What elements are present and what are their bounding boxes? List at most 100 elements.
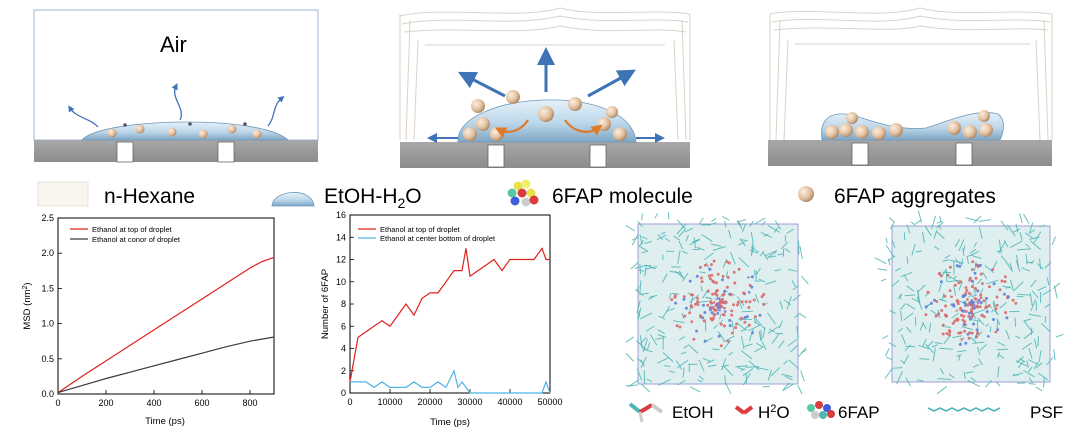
solvent-atom bbox=[704, 331, 708, 335]
psf-chain-segment bbox=[698, 375, 705, 381]
solvent-atom bbox=[970, 310, 974, 313]
psf-chain-segment bbox=[700, 284, 703, 292]
psf-chain-segment bbox=[941, 269, 947, 277]
psf-chain-segment bbox=[977, 317, 985, 326]
psf-chain-segment bbox=[984, 265, 995, 274]
psf-chain-segment bbox=[625, 225, 636, 232]
solvent-atom bbox=[761, 306, 765, 310]
psf-chain-segment bbox=[1006, 224, 1016, 237]
solvent-atom bbox=[965, 279, 968, 283]
solvent-atom bbox=[729, 293, 733, 297]
psf-chain-segment bbox=[779, 300, 784, 310]
solvent-atom bbox=[763, 299, 767, 303]
psf-chain-segment bbox=[1046, 356, 1054, 366]
solvent-atom bbox=[946, 273, 950, 277]
psf-chain-segment bbox=[892, 240, 896, 248]
solvent-atom bbox=[721, 293, 725, 297]
psf-chain-segment bbox=[895, 267, 901, 272]
solvent-atom bbox=[712, 259, 716, 263]
solvent-atom bbox=[982, 315, 986, 319]
solvent-atom bbox=[967, 314, 971, 318]
psf-chain-segment bbox=[762, 385, 770, 388]
count-xtick-label: 30000 bbox=[457, 397, 482, 407]
solvent-atom bbox=[717, 334, 721, 338]
solvent-atom bbox=[723, 301, 726, 305]
psf-chain-segment bbox=[801, 275, 809, 285]
msd-series-1-line bbox=[57, 336, 275, 394]
droplet-thin-film bbox=[81, 121, 290, 141]
solvent-atom bbox=[1000, 314, 1004, 318]
solvent-atom bbox=[701, 303, 705, 307]
psf-chain-segment bbox=[786, 228, 795, 234]
psf-chain-segment bbox=[726, 271, 729, 278]
solvent-atom bbox=[695, 274, 699, 278]
solvent-atom bbox=[972, 322, 975, 326]
psf-chain-segment bbox=[1023, 213, 1030, 224]
sixfap-icon bbox=[807, 401, 835, 419]
solvent-atom bbox=[941, 323, 945, 327]
psf-chain-segment bbox=[973, 215, 982, 224]
psf-chain-segment bbox=[897, 327, 903, 333]
solvent-atom bbox=[968, 284, 972, 288]
solvent-atom bbox=[746, 274, 750, 277]
psf-chain-segment bbox=[706, 359, 715, 364]
solvent-atom bbox=[721, 271, 725, 275]
psf-chain-segment bbox=[1033, 361, 1039, 370]
psf-chain-segment bbox=[957, 350, 967, 353]
solvent-atom bbox=[692, 319, 696, 323]
psf-chain-segment bbox=[667, 212, 670, 220]
solvent-atom bbox=[994, 307, 998, 311]
psf-chain-segment bbox=[784, 247, 791, 253]
solvent-atom bbox=[713, 292, 717, 296]
psf-chain-segment bbox=[922, 231, 925, 244]
psf-chain-segment bbox=[1046, 277, 1050, 286]
psf-chain-segment bbox=[903, 232, 906, 241]
count-xtick-label: 10000 bbox=[377, 397, 402, 407]
msd-plot-frame bbox=[57, 217, 275, 395]
solvent-atom bbox=[968, 317, 972, 321]
solvent-atom bbox=[726, 275, 730, 279]
psf-chain-segment bbox=[1019, 231, 1023, 241]
psf-chain-segment bbox=[972, 363, 980, 368]
solvent-atom bbox=[1011, 298, 1015, 302]
psf-chain-segment bbox=[662, 305, 671, 318]
psf-chain-segment bbox=[669, 370, 675, 374]
psf-chain-segment bbox=[634, 289, 644, 296]
psf-chain-segment bbox=[767, 312, 776, 325]
psf-chain-segment bbox=[911, 297, 921, 303]
psf-chain-segment bbox=[783, 299, 791, 306]
pore-1b bbox=[217, 141, 235, 163]
psf-chain-segment bbox=[637, 245, 649, 252]
msd-xlabel: Time (ps) bbox=[145, 416, 185, 427]
solvent-atom bbox=[972, 306, 976, 310]
psf-chain-segment bbox=[758, 278, 766, 283]
psf-chain-segment bbox=[1053, 349, 1056, 361]
solvent-atom bbox=[976, 289, 980, 293]
solvent-atom bbox=[723, 304, 727, 308]
psf-chain-segment bbox=[1028, 229, 1036, 235]
psf-chain-segment bbox=[947, 279, 960, 283]
psf-chain-segment bbox=[722, 215, 730, 221]
psf-chain-segment bbox=[953, 285, 957, 296]
psf-chain-segment bbox=[792, 285, 800, 291]
psf-chain-segment bbox=[786, 296, 792, 310]
count-legend-label-blue: Ethanol at center bottom of droplet bbox=[380, 234, 496, 243]
solvent-atom bbox=[950, 293, 954, 296]
psf-chain-segment bbox=[973, 242, 978, 248]
solvent-atom bbox=[719, 299, 723, 303]
solvent-atom bbox=[959, 313, 963, 317]
solvent-atom bbox=[953, 319, 957, 323]
solvent-atom bbox=[706, 303, 710, 307]
solvent-atom bbox=[970, 315, 974, 319]
psf-chain-segment bbox=[997, 241, 1006, 254]
psf-chain-segment bbox=[933, 245, 940, 251]
psf-chain-segment bbox=[938, 298, 948, 303]
psf-chain-segment bbox=[636, 368, 643, 381]
solvent-atom bbox=[951, 274, 954, 278]
psf-chain-segment bbox=[798, 240, 800, 255]
legend-molecule: 6FAP molecule bbox=[552, 185, 693, 208]
solvent-atom bbox=[974, 276, 978, 280]
aggregate-swatch bbox=[798, 186, 814, 202]
solvent-atom bbox=[760, 295, 764, 299]
solvent-atom bbox=[1002, 299, 1006, 302]
